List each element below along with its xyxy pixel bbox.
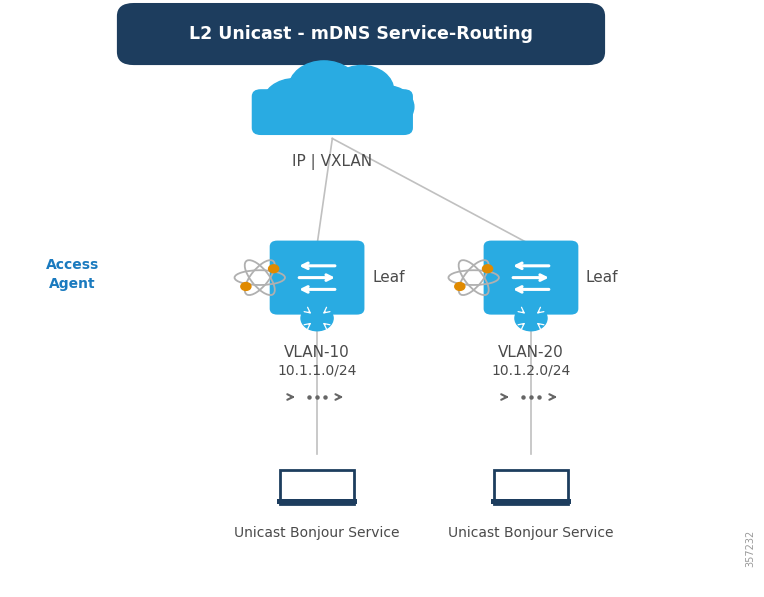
Circle shape bbox=[360, 86, 414, 128]
Circle shape bbox=[455, 282, 465, 290]
Circle shape bbox=[289, 61, 359, 116]
Circle shape bbox=[301, 306, 333, 331]
Circle shape bbox=[269, 265, 279, 273]
Text: 10.1.1.0/24: 10.1.1.0/24 bbox=[277, 363, 357, 377]
Bar bbox=[277, 499, 357, 504]
FancyBboxPatch shape bbox=[117, 3, 605, 65]
Text: VLAN-10: VLAN-10 bbox=[284, 344, 350, 360]
Text: 10.1.2.0/24: 10.1.2.0/24 bbox=[491, 363, 571, 377]
Text: Leaf: Leaf bbox=[586, 270, 619, 285]
FancyBboxPatch shape bbox=[484, 241, 578, 315]
Circle shape bbox=[330, 66, 393, 115]
Text: VLAN-20: VLAN-20 bbox=[498, 344, 564, 360]
FancyBboxPatch shape bbox=[270, 241, 364, 315]
Text: Unicast Bonjour Service: Unicast Bonjour Service bbox=[235, 526, 400, 540]
Circle shape bbox=[263, 79, 326, 128]
Circle shape bbox=[483, 265, 493, 273]
Text: Leaf: Leaf bbox=[372, 270, 405, 285]
FancyBboxPatch shape bbox=[494, 470, 568, 504]
FancyBboxPatch shape bbox=[251, 89, 413, 135]
Text: Unicast Bonjour Service: Unicast Bonjour Service bbox=[448, 526, 613, 540]
Circle shape bbox=[241, 282, 251, 290]
Text: Access
Agent: Access Agent bbox=[46, 258, 99, 291]
Text: IP | VXLAN: IP | VXLAN bbox=[293, 155, 372, 170]
FancyBboxPatch shape bbox=[280, 470, 354, 504]
Circle shape bbox=[515, 306, 547, 331]
Bar bbox=[490, 499, 571, 504]
Text: 357232: 357232 bbox=[745, 530, 755, 567]
Text: L2 Unicast - mDNS Service-Routing: L2 Unicast - mDNS Service-Routing bbox=[189, 25, 533, 43]
